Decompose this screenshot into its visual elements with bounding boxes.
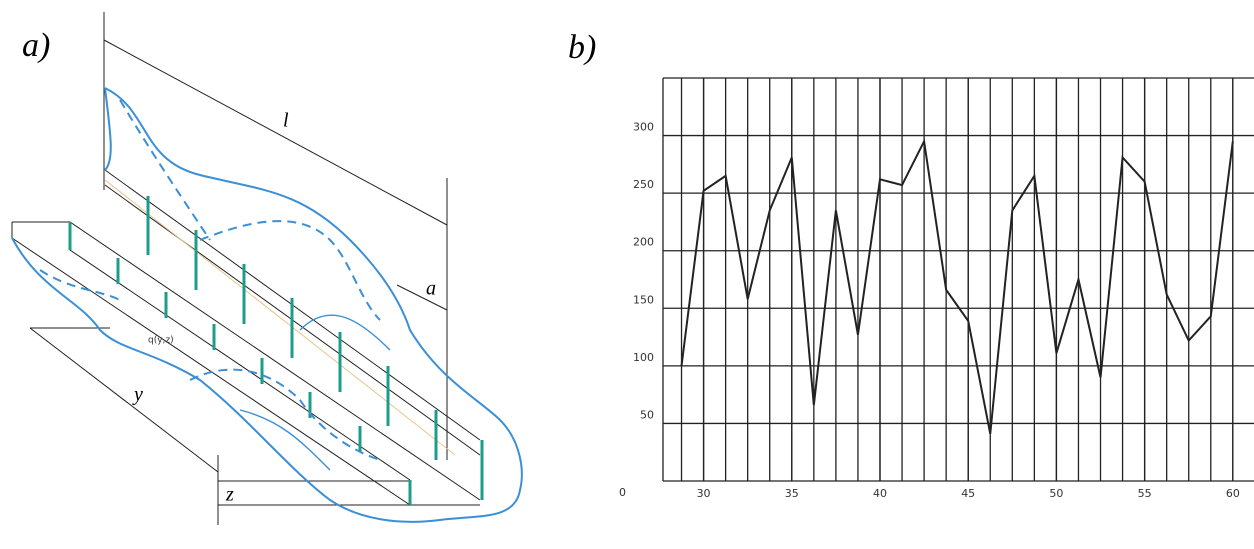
load-contour (199, 220, 381, 321)
x-tick-label: 35 (785, 487, 799, 500)
load-outline (11, 87, 523, 523)
y-tick-label: 0 (619, 486, 626, 499)
y-tick-label: 150 (633, 293, 654, 306)
y-tick-label: 50 (640, 408, 654, 421)
load-contour (119, 99, 211, 241)
data-line (680, 138, 1234, 434)
beam-edge (11, 222, 480, 506)
y-tick-label: 250 (633, 178, 654, 191)
x-tick-label: 55 (1138, 487, 1152, 500)
x-tick-label: 40 (873, 487, 887, 500)
panel-label: a) (22, 27, 50, 64)
x-tick-label: 50 (1049, 487, 1063, 500)
diagram: a) l a y z q(y,z) (11, 12, 523, 525)
line-chart: b) 0 50 100 150 200 250 300 30 35 40 45 50 55 60 (568, 29, 1254, 500)
panel-label: b) (568, 29, 596, 66)
load-contour (39, 269, 121, 301)
dimension-label: a (426, 278, 436, 300)
dimension-label: y (132, 384, 143, 406)
load-contour (239, 409, 331, 471)
load-label: q(y,z) (148, 336, 174, 346)
dimension-label: z (225, 484, 234, 506)
dimension-line (29, 327, 219, 473)
y-tick-label: 200 (633, 236, 654, 249)
dimension-line (396, 284, 448, 311)
x-tick-label: 30 (697, 487, 711, 500)
webs (68, 196, 484, 505)
axis-line (104, 179, 456, 456)
y-tick-label: 300 (633, 121, 654, 134)
dimension-label: l (283, 110, 289, 132)
load-contour (189, 368, 381, 461)
x-tick-label: 45 (961, 487, 975, 500)
y-tick-label: 100 (633, 351, 654, 364)
load-contour (299, 314, 391, 351)
beam-edge (12, 221, 481, 501)
x-tick-label: 60 (1226, 487, 1240, 500)
load-outline (104, 87, 112, 171)
dimension-line (103, 39, 448, 226)
